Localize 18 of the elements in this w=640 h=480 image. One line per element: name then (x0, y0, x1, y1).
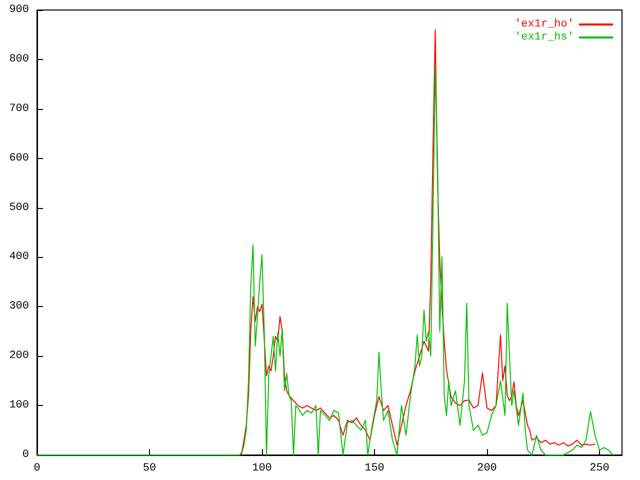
y-tick-label: 500 (9, 202, 29, 214)
x-tick-label: 150 (364, 462, 384, 474)
y-tick-label: 700 (9, 102, 29, 115)
x-tick-label: 50 (142, 462, 156, 474)
x-tick-label: 100 (252, 462, 272, 474)
x-tick-label: 250 (590, 462, 610, 474)
y-tick-label: 300 (9, 300, 29, 313)
y-tick-label: 200 (9, 350, 29, 362)
legend-label: 'ex1r_ho' (514, 18, 574, 30)
x-tick-label: 200 (477, 462, 497, 474)
y-tick-label: 400 (9, 251, 29, 264)
legend-label: 'ex1r_hs' (514, 32, 574, 44)
y-tick-label: 600 (9, 152, 29, 164)
y-tick-label: 800 (9, 53, 29, 66)
y-tick-label: 900 (9, 4, 29, 16)
y-tick-label: 100 (9, 400, 29, 412)
y-tick-label: 0 (22, 449, 29, 461)
x-tick-label: 0 (34, 462, 40, 474)
